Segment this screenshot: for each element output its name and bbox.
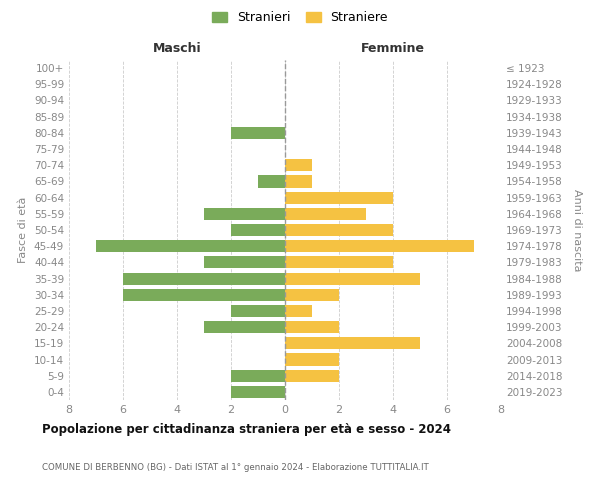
Bar xyxy=(285,240,474,252)
Bar xyxy=(231,305,285,317)
Bar xyxy=(285,192,393,203)
Text: Maschi: Maschi xyxy=(152,42,202,55)
Bar xyxy=(285,305,312,317)
Bar xyxy=(204,256,285,268)
Bar xyxy=(285,256,393,268)
Bar xyxy=(285,208,366,220)
Bar xyxy=(204,321,285,333)
Bar xyxy=(285,288,339,301)
Bar xyxy=(231,370,285,382)
Bar xyxy=(285,370,339,382)
Bar xyxy=(285,354,339,366)
Text: Femmine: Femmine xyxy=(361,42,425,55)
Bar xyxy=(285,159,312,172)
Bar xyxy=(285,224,393,236)
Y-axis label: Fasce di età: Fasce di età xyxy=(19,197,28,263)
Bar xyxy=(285,272,420,284)
Bar xyxy=(285,321,339,333)
Bar xyxy=(285,338,420,349)
Bar xyxy=(123,288,285,301)
Bar xyxy=(204,208,285,220)
Bar xyxy=(285,176,312,188)
Bar xyxy=(231,224,285,236)
Bar xyxy=(231,386,285,398)
Text: COMUNE DI BERBENNO (BG) - Dati ISTAT al 1° gennaio 2024 - Elaborazione TUTTITALI: COMUNE DI BERBENNO (BG) - Dati ISTAT al … xyxy=(42,462,429,471)
Bar xyxy=(258,176,285,188)
Legend: Stranieri, Straniere: Stranieri, Straniere xyxy=(207,6,393,29)
Bar xyxy=(123,272,285,284)
Y-axis label: Anni di nascita: Anni di nascita xyxy=(572,188,582,271)
Bar xyxy=(96,240,285,252)
Text: Popolazione per cittadinanza straniera per età e sesso - 2024: Popolazione per cittadinanza straniera p… xyxy=(42,422,451,436)
Bar xyxy=(231,127,285,139)
